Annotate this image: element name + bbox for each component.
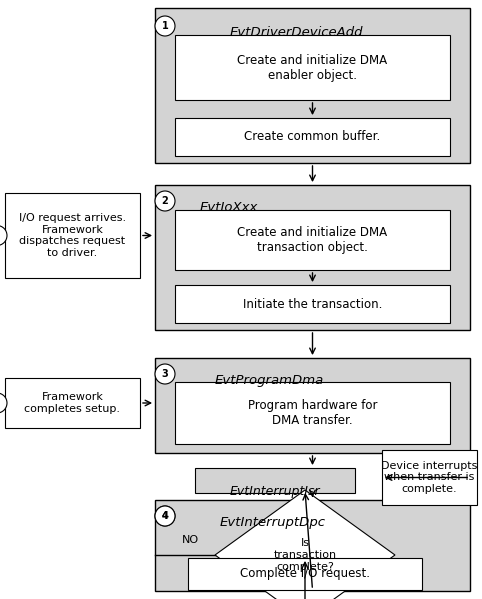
Text: Program hardware for
DMA transfer.: Program hardware for DMA transfer. (248, 399, 377, 427)
Bar (175, 35, 450, 100)
Bar (175, 118, 450, 156)
Bar (382, 450, 477, 505)
Bar (5, 378, 140, 428)
Circle shape (155, 16, 175, 36)
Bar (175, 382, 450, 444)
Bar (175, 210, 450, 270)
Circle shape (155, 506, 175, 526)
Text: EvtProgramDma: EvtProgramDma (215, 374, 324, 387)
Text: EvtInterruptIsr: EvtInterruptIsr (230, 485, 321, 498)
Text: Create and initialize DMA
enabler object.: Create and initialize DMA enabler object… (238, 53, 388, 81)
Text: I/O request arrives.
Framework
dispatches request
to driver.: I/O request arrives. Framework dispatche… (19, 213, 126, 258)
Circle shape (0, 225, 7, 246)
Circle shape (155, 364, 175, 384)
Bar (155, 500, 470, 591)
Text: 4: 4 (161, 511, 168, 521)
Bar (155, 185, 470, 330)
Text: Is
transaction
complete?: Is transaction complete? (273, 539, 336, 571)
Text: EvtInterruptDpc: EvtInterruptDpc (220, 516, 326, 529)
Bar (195, 468, 355, 493)
Circle shape (155, 506, 175, 526)
Bar (175, 285, 450, 323)
Circle shape (0, 393, 7, 413)
Text: EvtIoXxx: EvtIoXxx (200, 201, 258, 214)
Bar (155, 358, 470, 453)
Text: EvtDriverDeviceAdd: EvtDriverDeviceAdd (230, 26, 363, 39)
Circle shape (155, 191, 175, 211)
Text: Initiate the transaction.: Initiate the transaction. (243, 298, 382, 310)
Text: Complete I/O request.: Complete I/O request. (240, 567, 370, 580)
Text: Create common buffer.: Create common buffer. (244, 131, 381, 144)
Text: 3: 3 (161, 369, 168, 379)
Text: 2: 2 (161, 196, 168, 206)
Text: 1: 1 (161, 21, 168, 31)
Text: Framework
completes setup.: Framework completes setup. (25, 392, 120, 414)
Text: Create and initialize DMA
transaction object.: Create and initialize DMA transaction ob… (238, 226, 388, 254)
Bar (155, 8, 470, 163)
Bar (188, 558, 422, 590)
Bar (5, 193, 140, 278)
Polygon shape (215, 490, 395, 599)
Text: NO: NO (181, 535, 199, 545)
Text: 4: 4 (161, 511, 168, 521)
Text: Device interrupts
when transfer is
complete.: Device interrupts when transfer is compl… (381, 461, 478, 494)
